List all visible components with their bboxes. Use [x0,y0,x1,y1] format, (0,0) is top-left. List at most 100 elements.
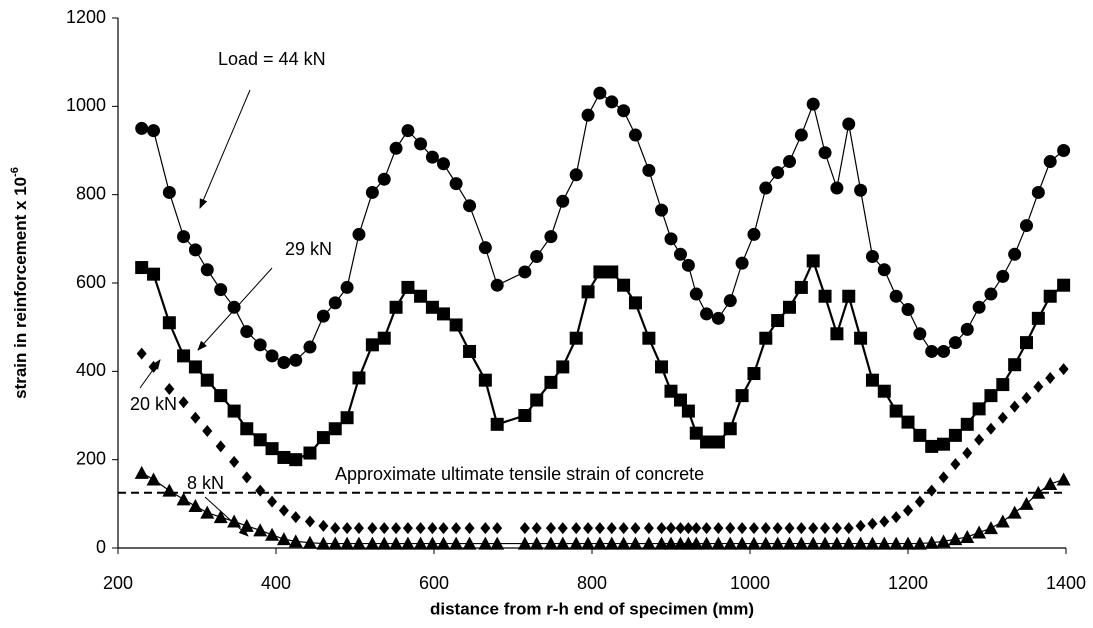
point [689,287,703,301]
point [415,522,426,535]
y-tick-label: 600 [76,272,106,292]
point [401,280,415,294]
point [854,183,868,197]
point [290,511,301,524]
point [854,331,868,345]
point [735,256,749,270]
point [984,287,998,301]
point [214,283,228,297]
point [492,522,503,535]
point [699,536,714,550]
point [289,353,303,367]
point [747,367,761,381]
point [796,522,807,535]
point [253,523,268,537]
point [865,373,879,387]
point [926,484,937,497]
point [400,536,415,550]
point [1008,247,1022,261]
series-line [141,257,1065,461]
point [593,265,607,279]
point [867,517,878,530]
point [655,203,669,217]
point [606,522,617,535]
point [737,522,748,535]
point [316,309,330,323]
x-tick-label: 600 [419,573,449,593]
point [673,247,687,261]
x-tick-label: 800 [577,573,607,593]
point [518,409,532,422]
point [379,522,390,535]
y-tick-label: 800 [76,183,106,203]
point [689,426,703,440]
point [330,522,341,535]
point [425,150,439,164]
point [1031,485,1046,499]
point [414,289,428,303]
point [530,250,544,263]
point [995,514,1010,528]
point [960,529,975,543]
point [449,177,463,191]
point [464,522,475,535]
point [901,415,915,429]
point [164,383,175,395]
point [711,536,726,550]
series-label: 8 kN [187,473,224,493]
y-tick-label: 200 [76,448,106,468]
point [723,294,737,308]
x-tick-label: 1000 [730,573,770,593]
point [389,300,403,314]
point [147,267,161,281]
point [288,534,303,548]
point [531,522,542,535]
point [367,522,378,535]
point [377,172,391,186]
point [241,471,252,484]
point [425,536,440,550]
point [889,289,903,303]
point [340,280,354,294]
point [1020,336,1033,350]
point [328,296,342,310]
point [365,536,380,550]
point [202,424,213,437]
series [136,347,1069,535]
point [842,117,856,131]
point [771,314,785,328]
point [770,536,785,550]
point [628,296,642,310]
point [227,404,241,418]
point [135,261,149,275]
point [691,522,702,535]
point [401,124,415,138]
point [478,373,492,387]
point [913,428,927,442]
point [925,439,939,453]
point [972,402,986,416]
point [901,303,915,316]
point [877,263,891,277]
point [735,536,750,550]
series-line [141,472,1064,545]
point [948,336,962,350]
point [490,536,505,550]
point [783,155,796,169]
point [938,471,949,484]
point [340,411,354,425]
series [135,86,1071,369]
point [1056,472,1071,486]
point [605,95,619,109]
point [213,510,228,524]
point [389,141,403,155]
point [673,393,687,407]
point [806,97,820,111]
point [265,527,280,541]
point [759,181,773,195]
point [351,536,366,550]
point [239,518,254,532]
point [784,522,795,535]
point [865,536,880,550]
